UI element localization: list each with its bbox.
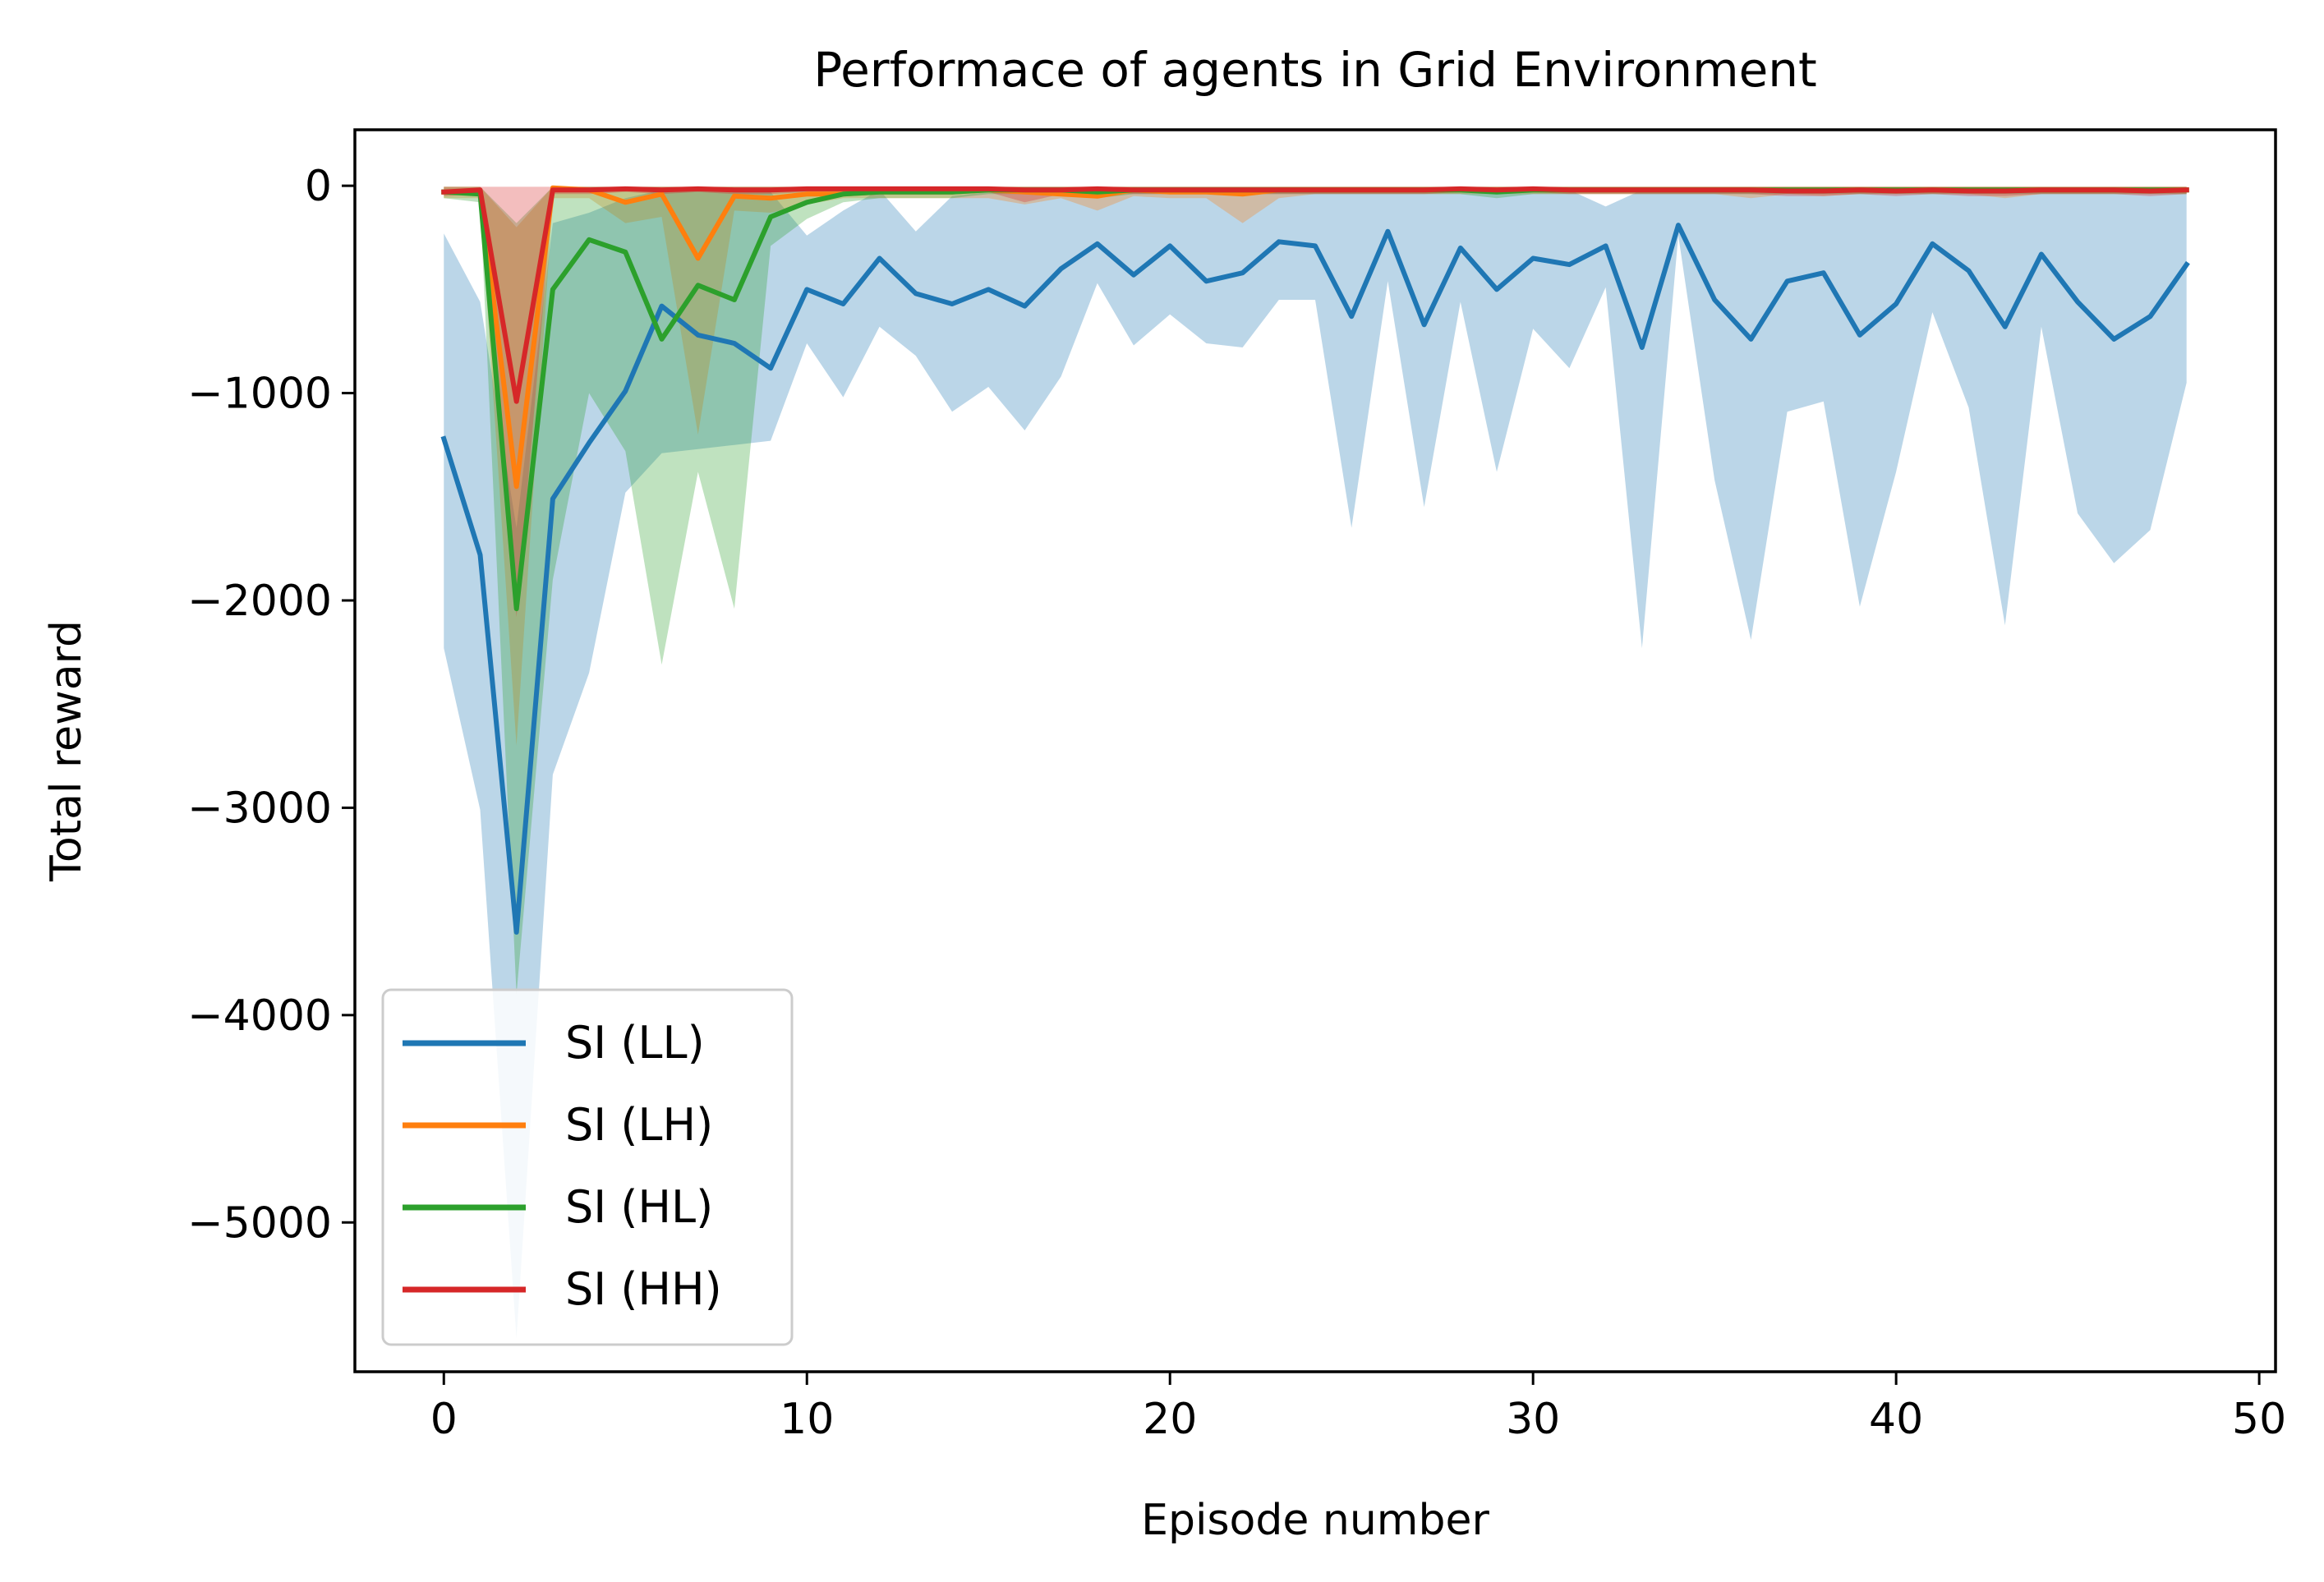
band-series-0 <box>444 190 2187 1339</box>
x-tick-label: 0 <box>430 1395 458 1444</box>
x-tick-label: 50 <box>2232 1395 2286 1444</box>
plot-frame <box>353 128 2277 1373</box>
confidence-bands <box>444 186 2187 1339</box>
x-tick-label: 40 <box>1869 1395 1923 1444</box>
legend-label-lh: SI (LH) <box>565 1099 713 1151</box>
x-tick-label: 30 <box>1506 1395 1560 1444</box>
legend-label-hh: SI (HH) <box>565 1263 722 1315</box>
legend-box <box>381 988 794 1346</box>
line-series-3 <box>441 186 2189 404</box>
y-tick-label: 0 <box>305 162 332 211</box>
legend-label-ll: SI (LL) <box>565 1017 705 1069</box>
line-series-0 <box>440 223 2190 935</box>
y-tick-label: −1000 <box>187 370 332 419</box>
legend: SI (LL) SI (LH) SI (HL) SI (HH) <box>381 988 794 1346</box>
x-tick-label: 10 <box>780 1395 834 1444</box>
y-axis-label: Total reward <box>42 620 91 882</box>
x-axis: 0 10 20 30 40 50 <box>430 1372 2286 1444</box>
x-axis-label: Episode number <box>1141 1496 1489 1545</box>
y-tick-label: −4000 <box>187 991 332 1041</box>
chart-title: Performace of agents in Grid Environment <box>813 42 1817 98</box>
legend-label-hl: SI (HL) <box>565 1181 713 1233</box>
y-tick-label: −5000 <box>187 1198 332 1248</box>
band-series-2 <box>444 186 2187 995</box>
series-lines <box>440 185 2190 935</box>
y-axis: 0 −1000 −2000 −3000 −4000 −5000 <box>187 162 355 1248</box>
y-tick-label: −2000 <box>187 577 332 626</box>
x-tick-label: 20 <box>1143 1395 1197 1444</box>
y-tick-label: −3000 <box>187 784 332 833</box>
